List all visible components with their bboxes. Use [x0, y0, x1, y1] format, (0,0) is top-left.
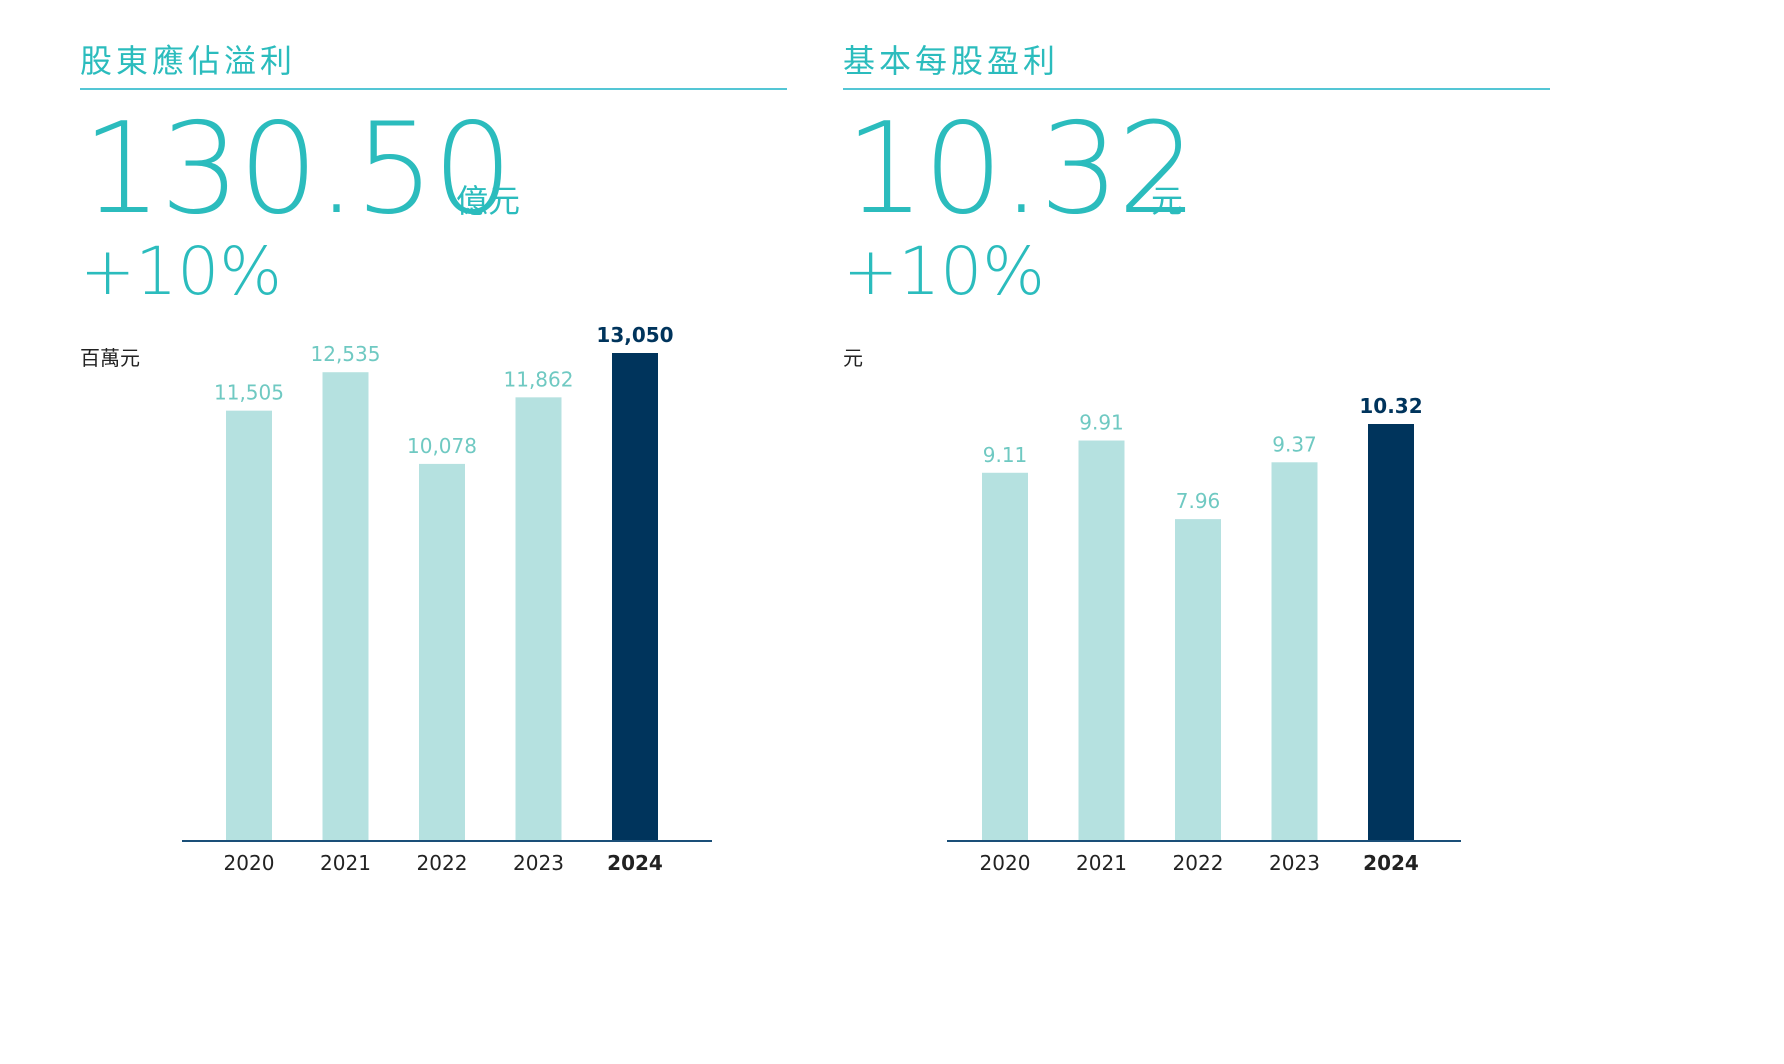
tick-label-2023: 2023: [513, 851, 564, 875]
tick-label-2020: 2020: [980, 851, 1031, 875]
bar-2020: [226, 410, 272, 840]
headline-value: 130.50: [82, 95, 513, 242]
bar-2022: [419, 463, 465, 840]
change-percent: +10%: [843, 233, 1045, 310]
chart-unit-label: 元: [843, 346, 863, 370]
data-label-2023: 11,862: [504, 367, 574, 391]
bar-2021: [322, 372, 369, 840]
chart-unit-label: 百萬元: [80, 346, 140, 370]
eps-bar-chart: 9.11 2020 9.91 2021 7.96 2022 9.37 2023 10.32 202…: [947, 394, 1461, 875]
bar-2023: [515, 397, 562, 840]
bar-2020: [982, 472, 1028, 840]
change-percent: +10%: [80, 233, 282, 310]
bar-2021: [1078, 440, 1125, 840]
tick-label-2021: 2021: [1076, 851, 1127, 875]
data-label-2020: 9.11: [983, 443, 1028, 467]
data-label-2021: 9.91: [1079, 411, 1124, 435]
tick-label-2020: 2020: [224, 851, 275, 875]
profit-bar-chart: 11,505 2020 12,535 2021 10,078 2022 11,862 2023…: [182, 323, 712, 875]
title-divider: [80, 88, 787, 90]
tick-label-2022: 2022: [1173, 851, 1224, 875]
data-label-2023: 9.37: [1272, 432, 1317, 456]
bar-2023: [1271, 462, 1318, 840]
bar-2022: [1175, 519, 1221, 840]
panel-title: 股東應佔溢利: [80, 42, 297, 80]
title-divider: [843, 88, 1550, 90]
tick-label-2022: 2022: [417, 851, 468, 875]
tick-label-2024: 2024: [607, 851, 663, 875]
tick-label-2023: 2023: [1269, 851, 1320, 875]
eps-panel: 基本每股盈利 10.32 元 +10% 元 9.11 2020 9.91 2021 7.…: [843, 0, 1550, 1064]
data-label-2024: 13,050: [596, 323, 673, 347]
data-label-2022: 10,078: [407, 434, 477, 458]
panel-title: 基本每股盈利: [843, 42, 1060, 80]
tick-label-2024: 2024: [1363, 851, 1419, 875]
tick-label-2021: 2021: [320, 851, 371, 875]
profit-panel: 股東應佔溢利 130.50 億元 +10% 百萬元 11,505 2020 12,5…: [80, 0, 787, 1064]
headline-unit: 億元: [456, 182, 521, 220]
data-label-2021: 12,535: [311, 342, 381, 366]
bar-2024: [1368, 424, 1414, 840]
bar-2024: [612, 353, 658, 840]
headline-value: 10.32: [845, 95, 1198, 242]
headline-unit: 元: [1151, 182, 1184, 220]
data-label-2022: 7.96: [1176, 489, 1221, 513]
data-label-2020: 11,505: [214, 381, 284, 405]
data-label-2024: 10.32: [1359, 394, 1422, 418]
